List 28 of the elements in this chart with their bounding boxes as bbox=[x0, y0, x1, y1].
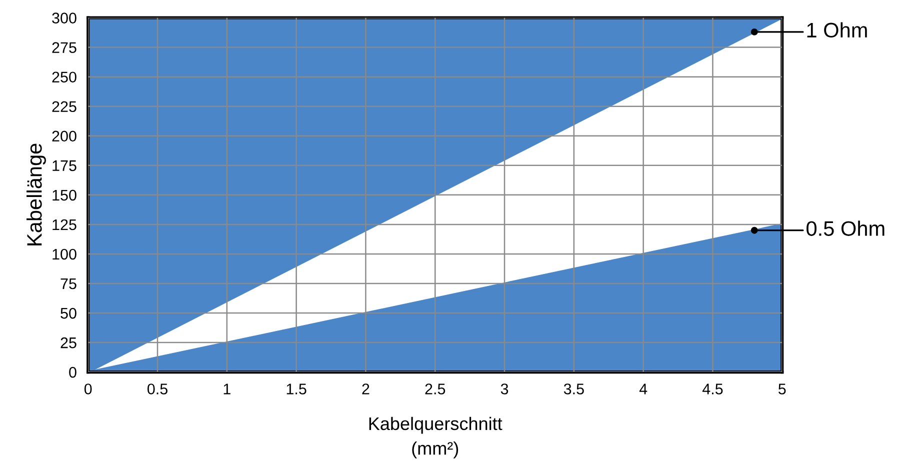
x-tick-label: 2 bbox=[362, 384, 370, 394]
x-tick-label: 3 bbox=[500, 384, 508, 394]
x-tick-label: 4 bbox=[639, 384, 648, 394]
x-tick-label: 0.5 bbox=[147, 384, 168, 394]
y-tick-label: 0 bbox=[69, 366, 76, 378]
y-tick-label: 275 bbox=[52, 42, 76, 53]
y-tick-label: 225 bbox=[52, 101, 76, 112]
y-tick-label: 25 bbox=[60, 337, 76, 348]
y-tick-label: 150 bbox=[52, 190, 76, 201]
y-tick-label: 300 bbox=[52, 12, 76, 24]
x-tick-label: 1.5 bbox=[286, 384, 306, 394]
x-tick-label: 1 bbox=[224, 384, 230, 394]
y-tick-label: 125 bbox=[52, 219, 76, 230]
y-tick-label: 200 bbox=[52, 130, 76, 142]
x-tick-label: 4.5 bbox=[702, 384, 723, 394]
x-axis-title: Kabelquerschnitt (mm²) bbox=[369, 416, 502, 458]
y-tick-label: 75 bbox=[60, 278, 76, 290]
y-tick-label: 250 bbox=[52, 72, 76, 83]
x-tick-label: 5 bbox=[778, 384, 786, 394]
y-tick-label: 175 bbox=[52, 160, 76, 172]
annotation: 0.5 Ohm bbox=[806, 220, 884, 236]
y-tick-label: 100 bbox=[52, 248, 76, 260]
x-tick-label: 0 bbox=[84, 384, 92, 394]
y-tick-label: 50 bbox=[60, 308, 76, 319]
x-tick-label: 3.5 bbox=[564, 384, 584, 394]
y-axis-title: Kabellänge bbox=[26, 144, 46, 246]
annotation: 1 Ohm bbox=[807, 22, 867, 38]
x-tick-label: 2.5 bbox=[425, 384, 446, 394]
